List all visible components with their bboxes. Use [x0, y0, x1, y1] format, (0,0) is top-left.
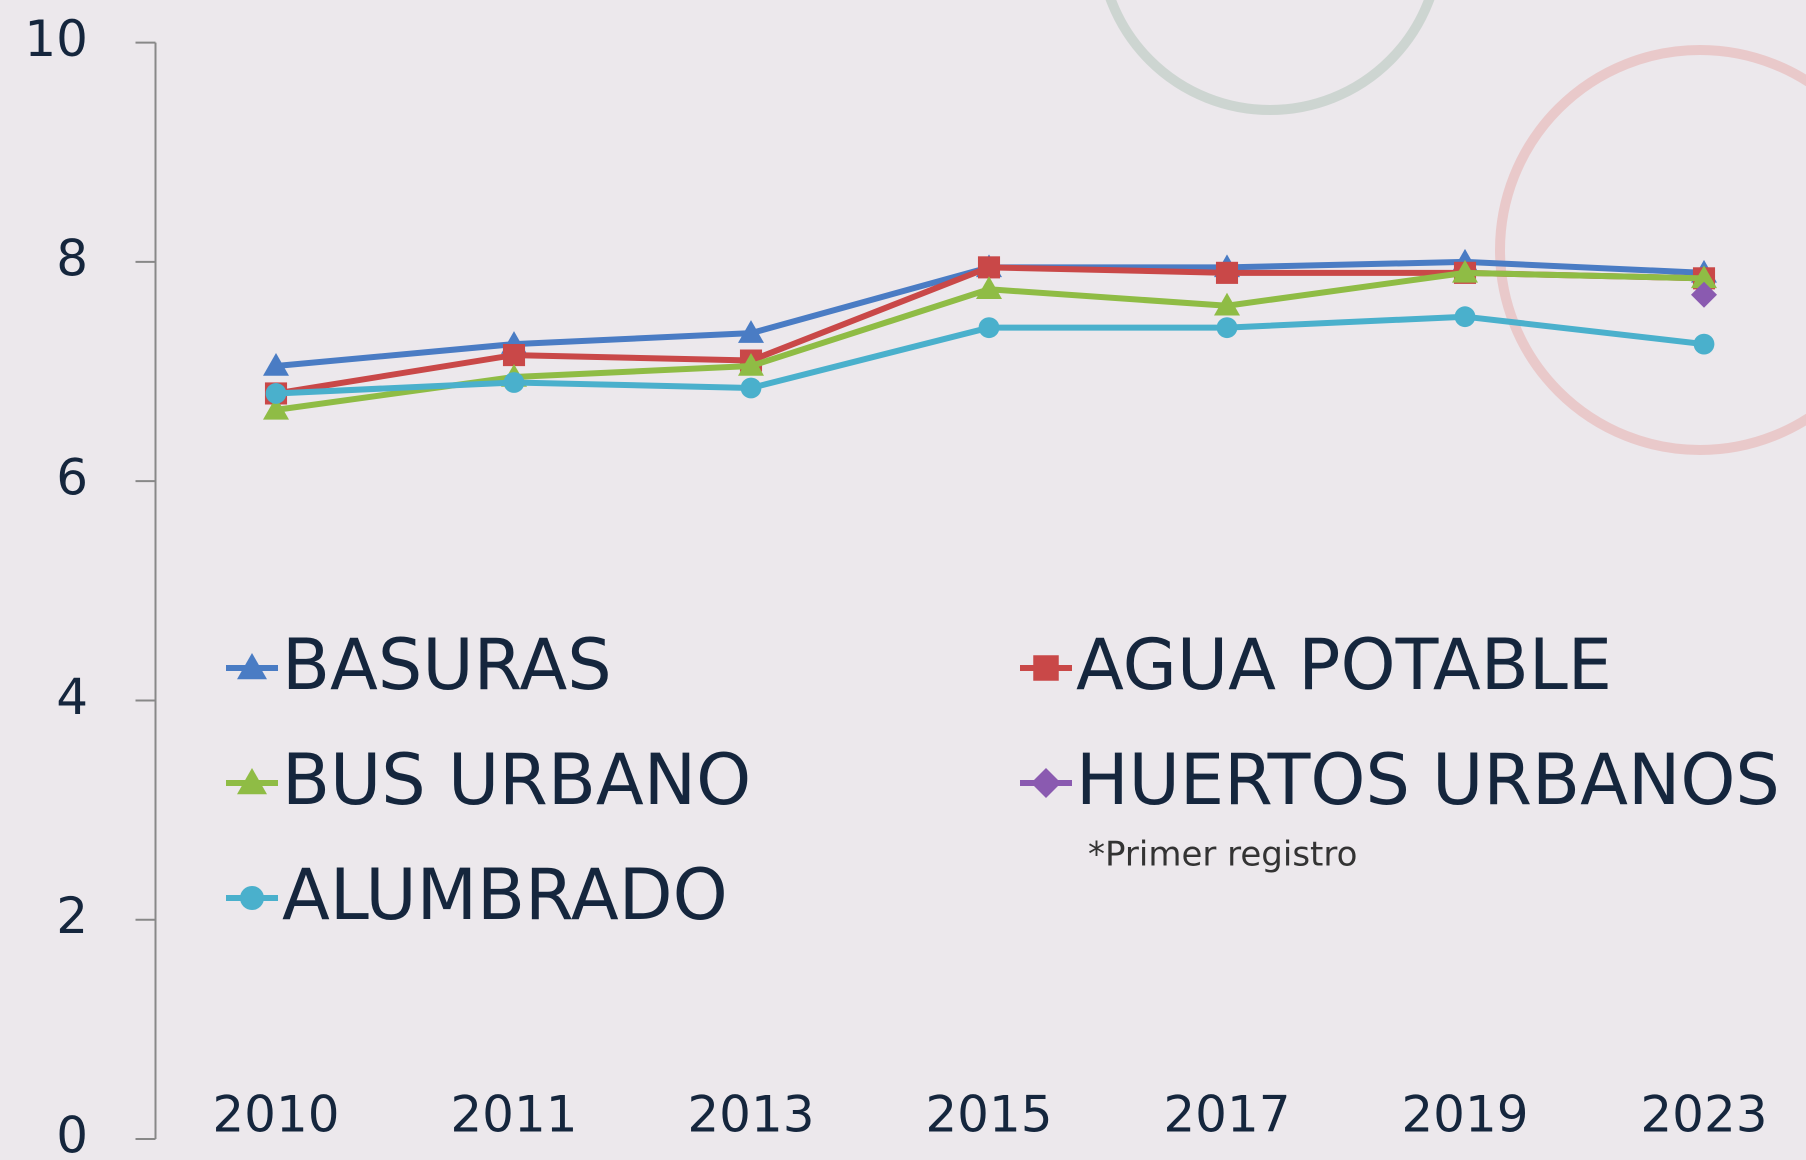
- x-tick-label: 2011: [450, 1086, 577, 1144]
- background-decoration: [1105, 0, 1806, 455]
- y-tick-label: 4: [56, 668, 88, 726]
- legend-label: ALUMBRADO: [282, 854, 728, 936]
- marker: [978, 317, 1000, 339]
- x-tick-label: 2023: [1640, 1086, 1767, 1144]
- marker: [1033, 655, 1059, 681]
- y-tick-label: 6: [56, 449, 88, 507]
- x-tick-label: 2019: [1401, 1086, 1528, 1144]
- marker: [502, 344, 526, 367]
- marker: [265, 383, 287, 404]
- marker: [263, 353, 289, 376]
- y-tick-label: 8: [56, 229, 88, 287]
- legend-label: HUERTOS URBANOS: [1076, 739, 1780, 821]
- x-tick-label: 2013: [687, 1086, 814, 1144]
- annotation: *Primer registro: [1088, 835, 1357, 875]
- face-decoration: [1105, 0, 1435, 115]
- y-tick-label: 0: [56, 1107, 88, 1160]
- marker: [263, 396, 289, 420]
- y-tick-label: 10: [24, 10, 88, 68]
- marker: [740, 377, 762, 399]
- marker: [738, 320, 764, 343]
- marker: [1691, 265, 1717, 289]
- marker: [738, 353, 764, 376]
- marker: [1216, 317, 1238, 339]
- x-tick-label: 2015: [925, 1086, 1052, 1144]
- face-decoration: [1495, 45, 1806, 455]
- legend-label: AGUA POTABLE: [1076, 624, 1612, 706]
- legend-label: BUS URBANO: [282, 739, 751, 821]
- marker: [1031, 768, 1061, 798]
- marker: [977, 256, 1001, 279]
- marker: [1691, 281, 1717, 308]
- marker: [503, 372, 525, 393]
- marker: [976, 276, 1002, 300]
- marker: [237, 653, 267, 680]
- marker: [1454, 306, 1476, 328]
- marker: [1215, 261, 1239, 284]
- y-tick-label: 2: [56, 887, 88, 945]
- marker: [1214, 292, 1240, 316]
- legend-label: BASURAS: [282, 624, 612, 706]
- marker: [1452, 259, 1478, 283]
- marker: [237, 768, 267, 795]
- x-tick-label: 2017: [1163, 1086, 1290, 1144]
- marker: [240, 886, 264, 910]
- marker: [1693, 333, 1715, 355]
- x-tick-label: 2010: [212, 1086, 339, 1144]
